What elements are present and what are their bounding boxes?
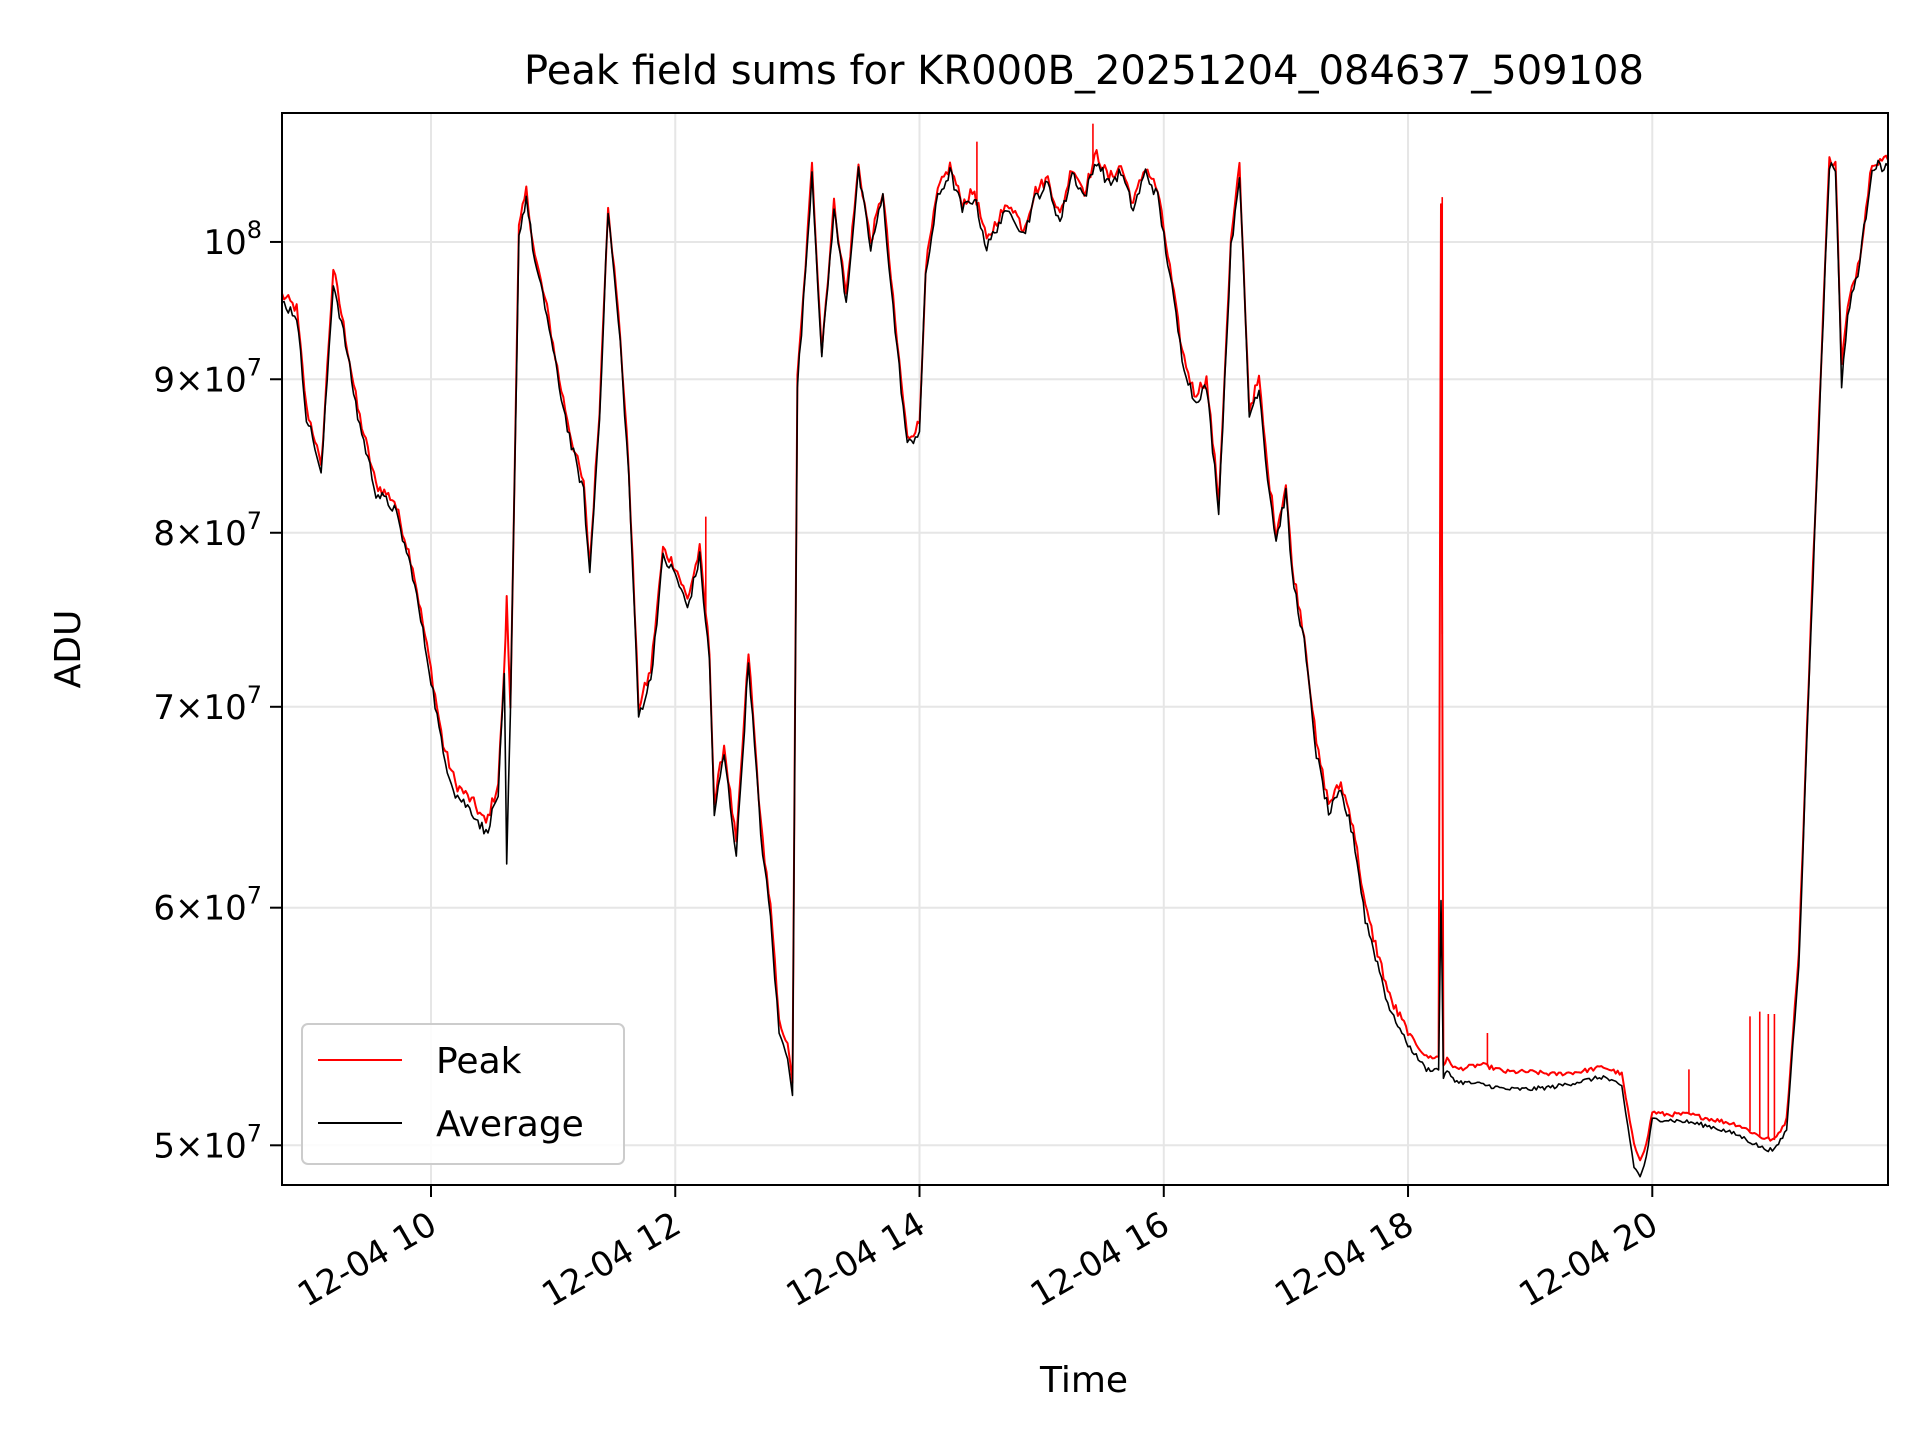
y-tick-label: 9×107 xyxy=(153,353,262,400)
y-tick-label: 6×107 xyxy=(153,882,262,929)
series-layer xyxy=(282,123,1888,1178)
legend-peak-label: Peak xyxy=(436,1041,522,1082)
grid-lines xyxy=(282,113,1888,1185)
y-tick-label: 5×107 xyxy=(153,1119,262,1166)
legend: Peak Average xyxy=(301,1023,625,1165)
chart-title: Peak field sums for KR000B_20251204_0846… xyxy=(524,48,1644,94)
y-axis: 5×107 6×107 7×107 8×107 9×107 108 xyxy=(153,216,282,1166)
series-line-average xyxy=(282,159,1888,1178)
y-tick-label: 108 xyxy=(203,216,262,263)
y-axis-label: ADU xyxy=(48,610,89,689)
y-tick-label: 7×107 xyxy=(153,681,262,728)
legend-average-label: Average xyxy=(436,1104,584,1145)
plot-frame xyxy=(281,112,1889,1186)
y-tick-label: 8×107 xyxy=(153,507,262,554)
x-axis-label: Time xyxy=(1039,1360,1128,1401)
